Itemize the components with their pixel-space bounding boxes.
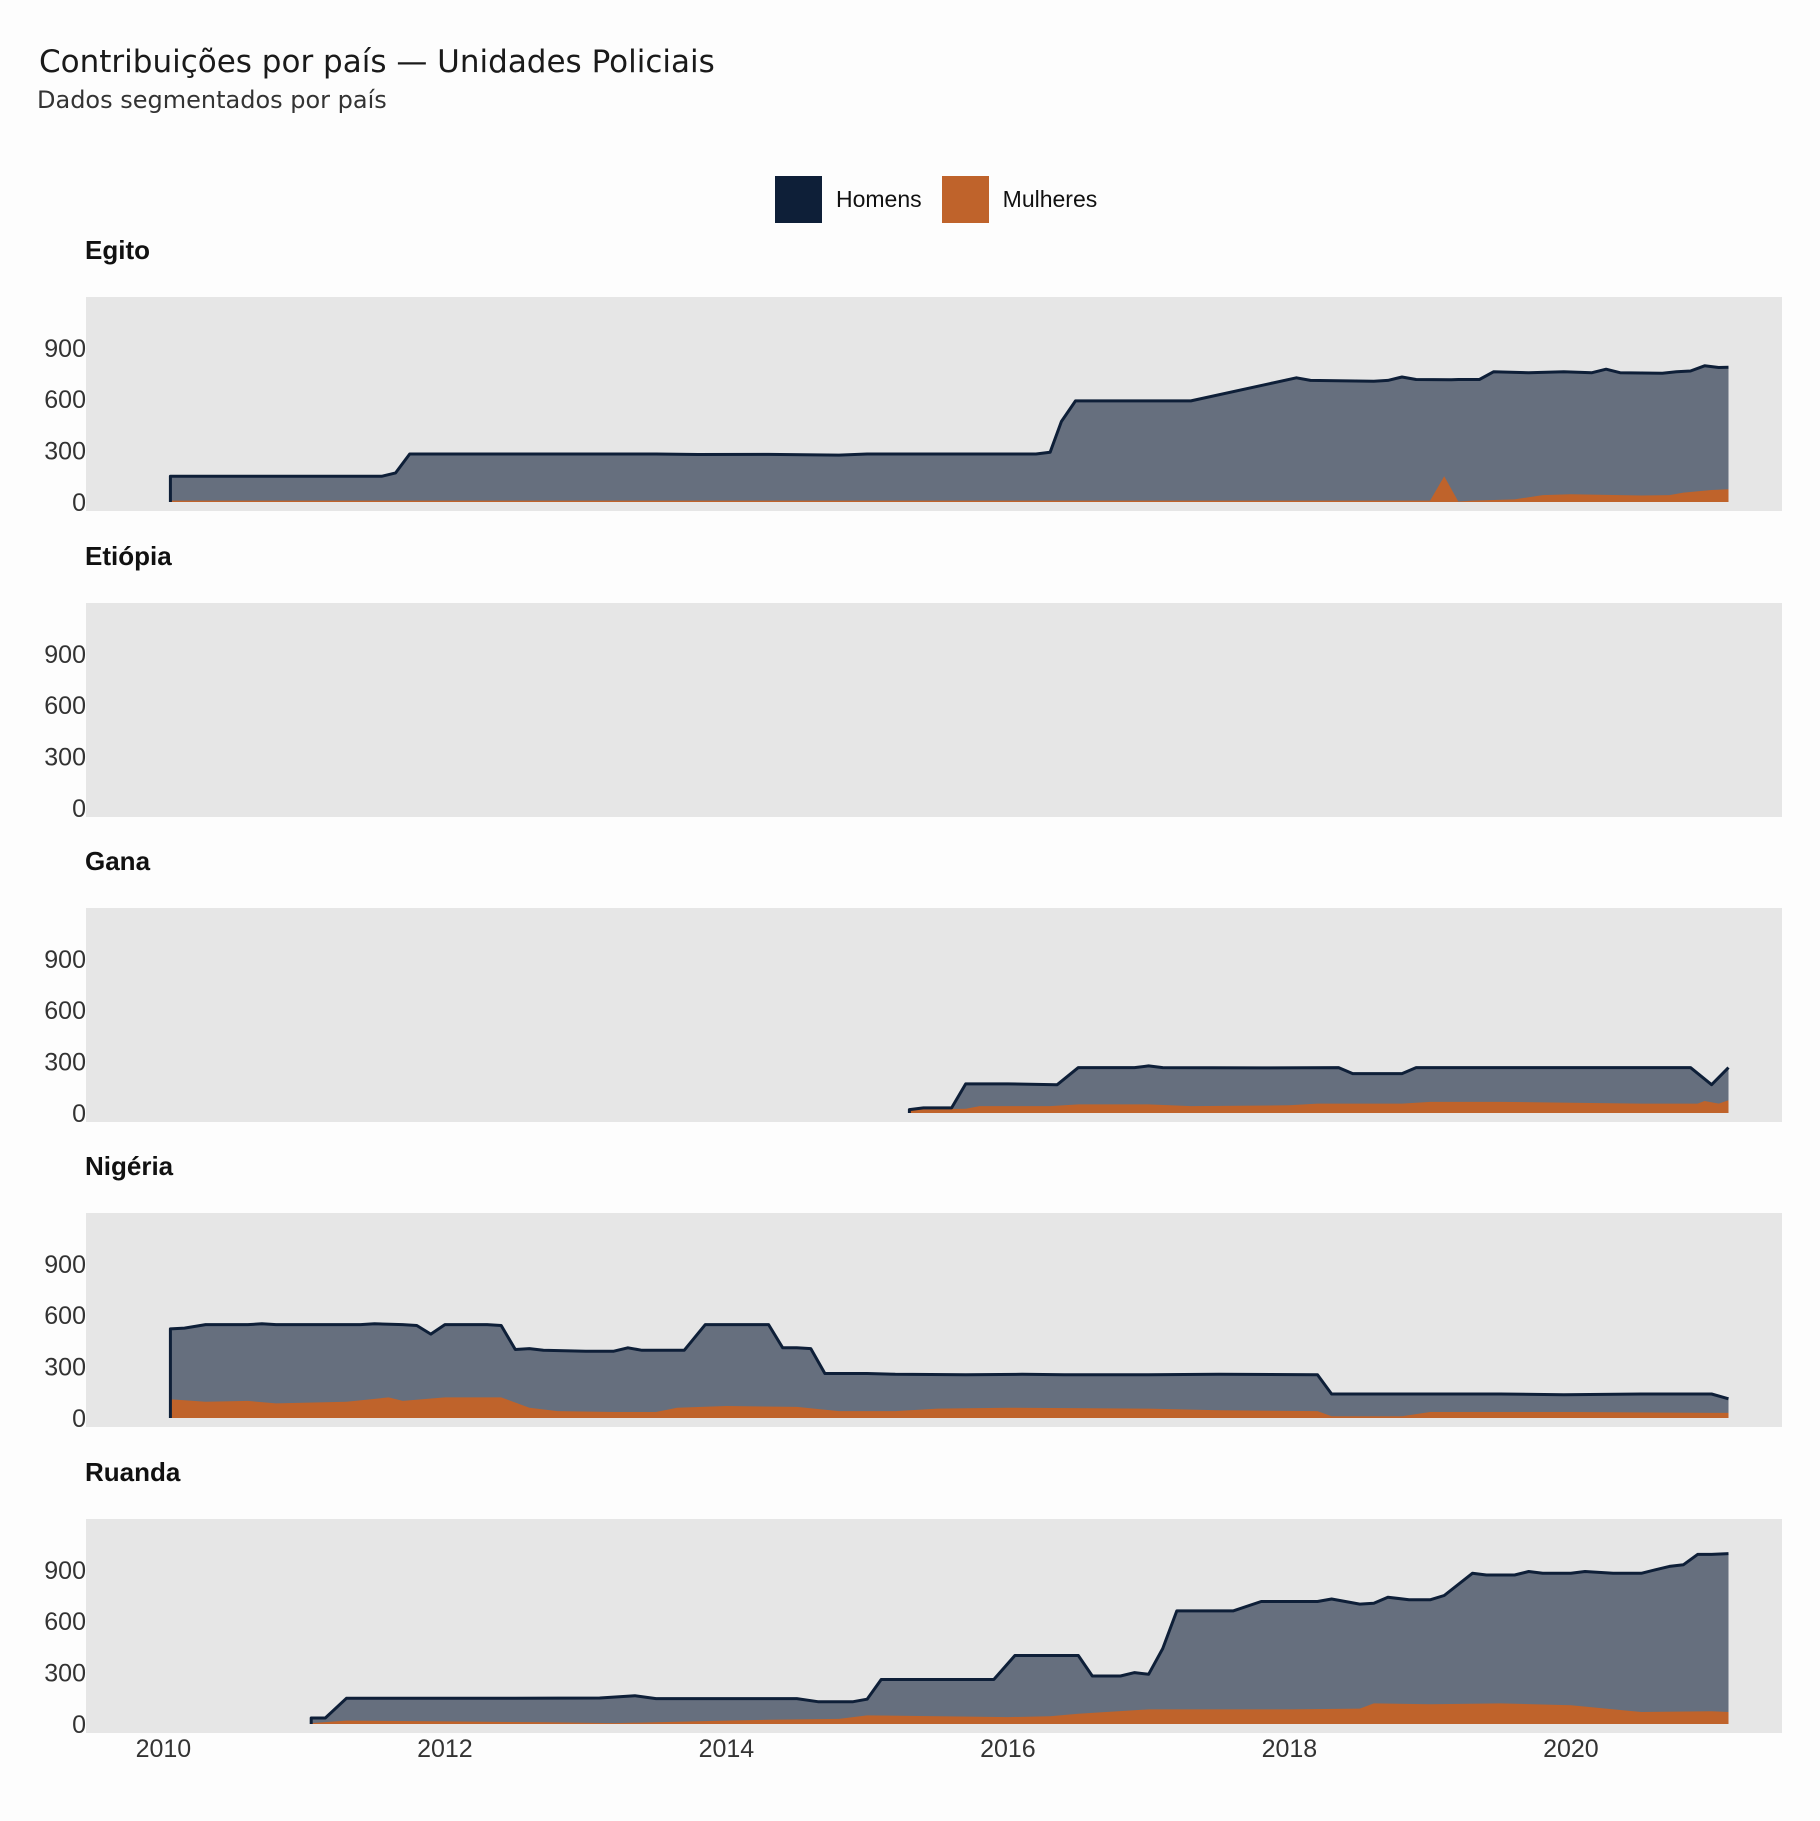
legend-swatch-men [775,176,822,223]
panel-egito: Egito 0 300 600 900 [44,235,1782,517]
panel-gana: Gana 0 300 600 900 [44,846,1782,1128]
series-area-women [311,1703,1729,1724]
series-line-men [168,1322,1729,1418]
series-area-women [170,476,1729,502]
series-line-men [309,1552,1729,1724]
y-tick-label: 600 [44,997,86,1025]
legend-item-women: Mulheres [941,176,1098,223]
legend-item-men: Homens [775,176,922,223]
panel-nigéria: Nigéria 0 300 600 900 [44,1151,1782,1433]
panel-title: Etiópia [85,541,172,571]
series-area-men [170,365,1729,502]
y-tick-label: 0 [72,1711,86,1739]
y-tick-label: 900 [44,946,86,974]
panel-background [86,603,1782,817]
series-area-men [311,1553,1729,1724]
series-line-men [168,364,1729,502]
y-tick-label: 300 [44,438,86,466]
y-tick-label: 900 [44,1557,86,1585]
y-tick-label: 300 [44,1354,86,1382]
y-tick-label: 300 [44,744,86,772]
panel-title: Ruanda [85,1457,181,1487]
panel-title: Nigéria [85,1151,174,1181]
y-tick-label: 900 [44,1251,86,1279]
series-area-women [909,1100,1729,1113]
series-line-men [907,1064,1730,1113]
y-tick-label: 300 [44,1660,86,1688]
y-tick-label: 0 [72,489,86,517]
panel-ruanda: Ruanda 0 300 600 900 [44,1457,1782,1739]
panel-title: Gana [85,846,151,876]
panel-title: Egito [85,235,150,265]
y-tick-label: 300 [44,1049,86,1077]
chart-title: Contribuições por país — Unidades Polici… [39,44,715,80]
y-tick-label: 900 [44,335,86,363]
legend: Homens Mulheres [775,176,1117,223]
y-tick-label: 600 [44,1302,86,1330]
series-area-women [170,1397,1729,1418]
y-tick-label: 600 [44,386,86,414]
x-tick-label: 2014 [699,1735,755,1763]
panel-etiópia: Etiópia 0 300 600 900 [44,541,1782,823]
chart-subtitle: Dados segmentados por país [37,86,387,114]
x-tick-label: 2020 [1543,1735,1599,1763]
y-tick-label: 0 [72,1100,86,1128]
x-tick-label: 2010 [136,1735,192,1763]
legend-label-men: Homens [836,186,922,212]
y-tick-label: 600 [44,692,86,720]
series-area-men [909,1065,1729,1113]
y-tick-label: 0 [72,795,86,823]
x-tick-label: 2018 [1262,1735,1318,1763]
y-tick-label: 600 [44,1608,86,1636]
legend-swatch-women [941,176,989,223]
y-tick-label: 0 [72,1405,86,1433]
x-tick-label: 2016 [980,1735,1036,1763]
x-tick-label: 2012 [417,1735,473,1763]
y-tick-label: 900 [44,641,86,669]
legend-label-women: Mulheres [1002,186,1098,212]
